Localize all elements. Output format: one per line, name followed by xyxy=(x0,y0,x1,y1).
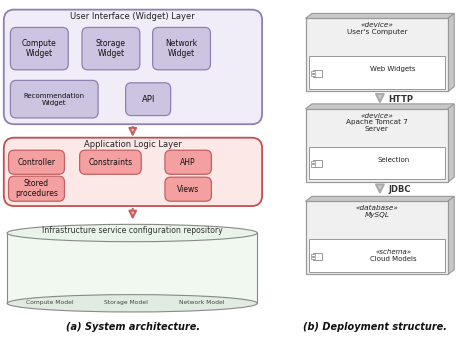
FancyBboxPatch shape xyxy=(153,27,210,70)
Bar xyxy=(311,257,315,259)
FancyBboxPatch shape xyxy=(10,27,68,70)
FancyBboxPatch shape xyxy=(80,150,141,174)
Text: Storage
Widget: Storage Widget xyxy=(96,39,126,58)
Text: Server: Server xyxy=(365,126,389,132)
Text: «device»: «device» xyxy=(360,22,393,28)
Ellipse shape xyxy=(7,295,257,312)
FancyBboxPatch shape xyxy=(126,83,171,116)
Bar xyxy=(313,160,322,167)
Text: Compute
Widget: Compute Widget xyxy=(22,39,57,58)
Text: Constraints: Constraints xyxy=(88,158,133,167)
FancyBboxPatch shape xyxy=(9,176,64,201)
Text: Storage Model: Storage Model xyxy=(104,300,147,305)
Bar xyxy=(311,253,315,256)
Polygon shape xyxy=(306,13,454,18)
Text: Network Model: Network Model xyxy=(179,300,224,305)
FancyBboxPatch shape xyxy=(9,150,64,174)
Text: AHP: AHP xyxy=(181,158,196,167)
Text: «device»: «device» xyxy=(360,113,393,119)
FancyBboxPatch shape xyxy=(165,150,211,174)
Bar xyxy=(309,56,445,89)
FancyBboxPatch shape xyxy=(82,27,140,70)
Text: Stored
procedures: Stored procedures xyxy=(15,179,58,198)
Ellipse shape xyxy=(7,224,257,242)
Bar xyxy=(309,147,445,179)
Text: Views: Views xyxy=(177,185,199,194)
Bar xyxy=(311,70,315,73)
Text: Application Logic Layer: Application Logic Layer xyxy=(84,141,182,149)
Text: Recommendation
Widget: Recommendation Widget xyxy=(24,93,85,106)
Bar xyxy=(313,70,322,77)
Text: Cloud Models: Cloud Models xyxy=(370,255,417,262)
Text: HTTP: HTTP xyxy=(389,95,413,104)
Text: (b) Deployment structure.: (b) Deployment structure. xyxy=(303,323,447,332)
Bar xyxy=(311,74,315,76)
FancyBboxPatch shape xyxy=(4,138,262,206)
Text: Compute Model: Compute Model xyxy=(26,300,73,305)
Bar xyxy=(306,109,448,182)
Text: Infrastructure service configuration repository: Infrastructure service configuration rep… xyxy=(42,226,223,235)
Polygon shape xyxy=(448,196,454,274)
Text: MySQL: MySQL xyxy=(365,212,389,218)
Text: JDBC: JDBC xyxy=(389,185,411,194)
Bar xyxy=(306,18,448,91)
Text: «schema»: «schema» xyxy=(375,249,411,255)
Text: API: API xyxy=(141,95,155,104)
Text: «database»: «database» xyxy=(356,205,398,211)
FancyBboxPatch shape xyxy=(4,10,262,124)
Text: Apache Tomcat 7: Apache Tomcat 7 xyxy=(346,119,408,125)
Polygon shape xyxy=(448,13,454,91)
Text: Controller: Controller xyxy=(18,158,55,167)
Bar xyxy=(309,239,445,272)
Polygon shape xyxy=(306,104,454,109)
Bar xyxy=(313,252,322,260)
Bar xyxy=(311,161,315,163)
Bar xyxy=(306,201,448,274)
Polygon shape xyxy=(306,196,454,201)
Polygon shape xyxy=(448,104,454,182)
Bar xyxy=(311,164,315,166)
Text: (a) System architecture.: (a) System architecture. xyxy=(66,323,200,332)
FancyBboxPatch shape xyxy=(10,81,98,118)
Text: User Interface (Widget) Layer: User Interface (Widget) Layer xyxy=(70,12,195,21)
Text: Network
Widget: Network Widget xyxy=(165,39,198,58)
Text: Web Widgets: Web Widgets xyxy=(371,66,416,72)
Text: User's Computer: User's Computer xyxy=(346,29,407,35)
Text: Selection: Selection xyxy=(377,157,410,163)
Bar xyxy=(7,233,257,303)
FancyBboxPatch shape xyxy=(165,177,211,201)
